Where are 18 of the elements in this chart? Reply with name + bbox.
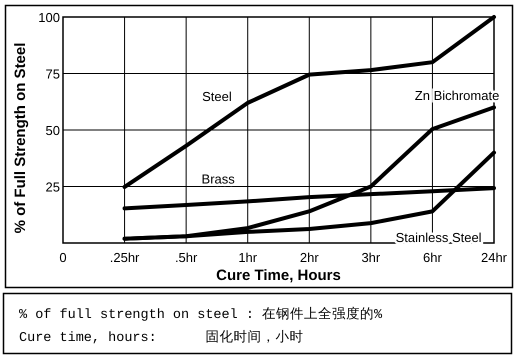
x-tick-label: 24hr [480, 250, 508, 265]
x-axis-title: Cure Time, Hours [216, 267, 341, 284]
x-tick-label: .25hr [110, 250, 140, 265]
x-tick-label: 0 [59, 250, 67, 265]
x-tick-label: 3hr [361, 250, 381, 265]
x-tick-label: .5hr [174, 250, 198, 265]
x-tick-label: 6hr [423, 250, 442, 265]
y-tick-label: 75 [46, 66, 60, 82]
x-tick-label: 2hr [300, 250, 320, 265]
y-axis-title: % of Full Strength on Steel [12, 42, 29, 234]
x-tick-label: 1hr [238, 250, 258, 265]
series-label: Steel [202, 89, 232, 104]
y-tick-label: 25 [46, 180, 60, 194]
text: Cure time, hours: 固化时间，小时 [19, 329, 304, 346]
y-tick-label: 100 [38, 10, 60, 25]
series-label: Brass [202, 172, 236, 187]
y-tick-label: 50 [46, 123, 60, 138]
text: % of full strength on steel : 在钢件上全强度的% [19, 306, 384, 323]
